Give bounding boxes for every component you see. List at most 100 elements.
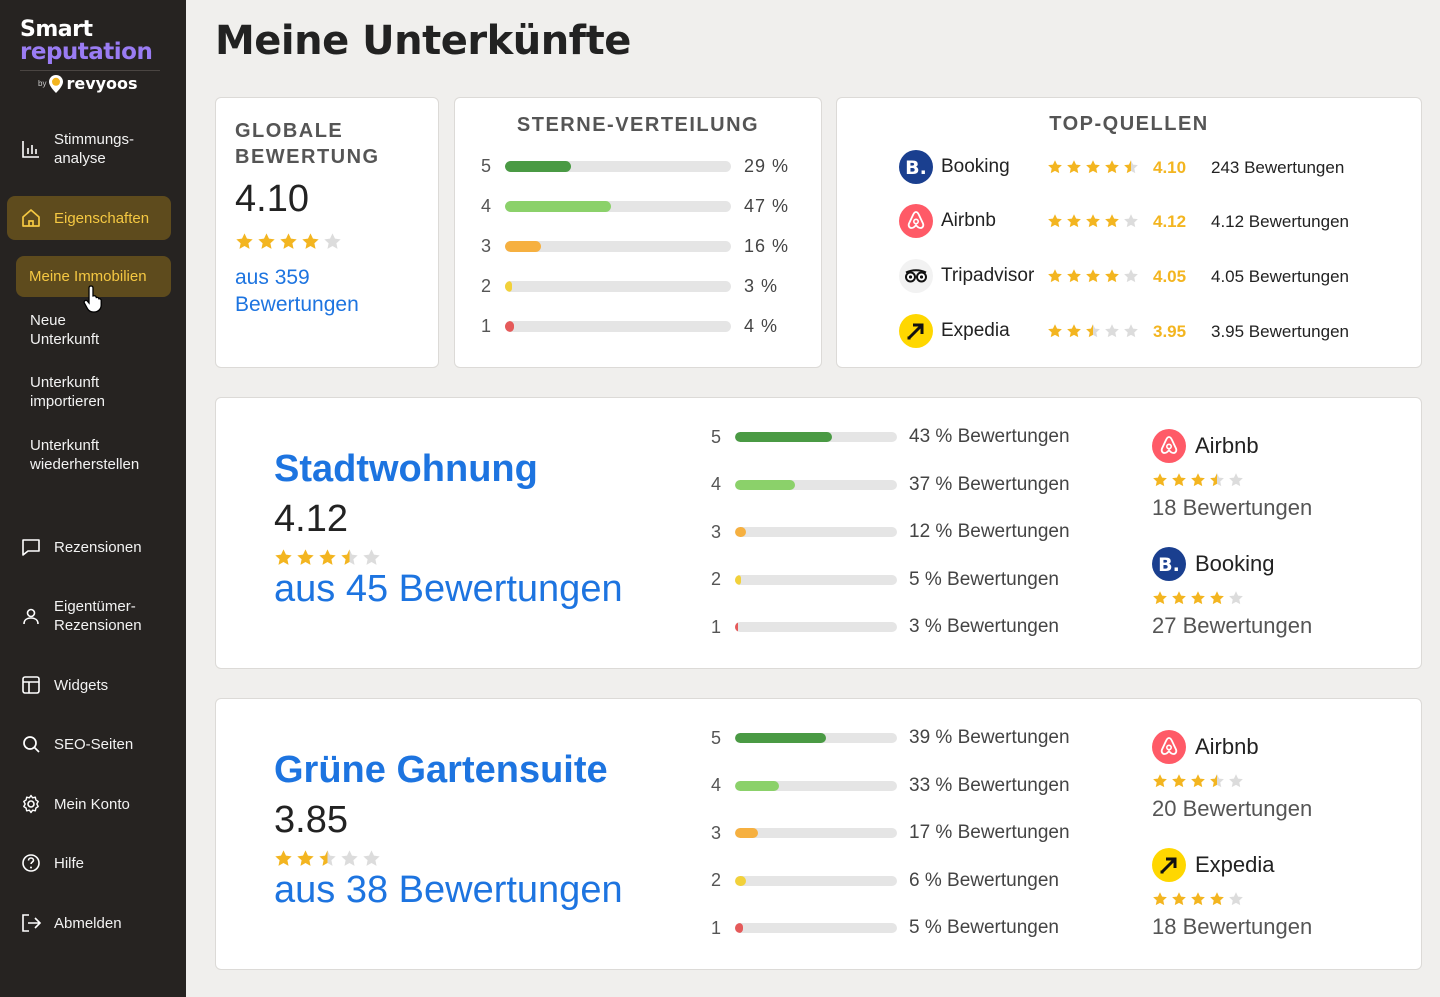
property-name[interactable]: Stadtwohnung [274,448,538,490]
star-filled-icon [274,849,293,868]
property-stars [274,849,381,868]
distribution-bar-fill [735,875,747,886]
layout-icon [22,676,40,694]
property-rating-value: 4.12 [274,498,348,540]
property-card[interactable]: Stadtwohnung 4.12 aus 45 Bewertungen 5 43… [215,397,1422,669]
source-name: Booking [941,156,1010,177]
star-filled-icon [1047,213,1063,229]
source-stars [1047,213,1139,229]
star-filled-icon [1104,268,1120,284]
nav-logout[interactable]: Abmelden [20,912,122,934]
tripadvisor-logo [899,259,933,293]
nav-widgets[interactable]: Widgets [20,674,108,696]
property-distribution-row: 2 6 % Bewertungen [711,870,1059,892]
property-review-count[interactable]: aus 45 Bewertungen [274,568,623,610]
source-row[interactable]: B. Booking 4.10 243 Bewertungen [899,150,1419,184]
brand-divider [20,70,160,71]
airbnb-logo [1152,730,1186,764]
svg-text:B.: B. [905,157,927,179]
star-filled-icon [1152,590,1168,606]
property-distribution-row: 5 43 % Bewertungen [711,426,1070,448]
source-rating: 3.95 [1153,322,1187,341]
source-rating: 4.10 [1153,158,1187,177]
distribution-row: 3 16 % [481,236,789,257]
property-distribution-row: 5 39 % Bewertungen [711,727,1070,749]
distribution-bar [735,828,897,838]
distribution-bar [735,923,897,933]
distribution-bar [735,780,897,791]
nav-restore-property[interactable]: Unterkunft wiederherstellen [30,437,140,473]
property-distribution-row: 3 12 % Bewertungen [711,521,1070,543]
star-empty-icon [1123,323,1139,339]
nav-import-property[interactable]: Unterkunft importieren [30,374,106,410]
distribution-bar [505,161,731,172]
property-review-count[interactable]: aus 38 Bewertungen [274,869,623,911]
distribution-percent: 47 % [744,196,790,216]
distribution-bar [735,733,897,743]
nav-owner-reviews[interactable]: Eigentümer- Rezensionen [20,597,142,635]
star-half-icon [1085,323,1101,339]
distribution-star-label: 3 [711,822,722,843]
star-filled-icon [1190,590,1206,606]
star-filled-icon [1047,159,1063,175]
star-filled-icon [1104,213,1120,229]
distribution-row: 5 29 % [481,156,789,177]
distribution-star-label: 2 [711,569,722,589]
star-filled-icon [235,232,254,251]
star-filled-icon [1190,773,1206,789]
source-row[interactable]: Airbnb 4.12 4.12 Bewertungen [899,204,1419,238]
distribution-star-label: 2 [711,870,722,890]
distribution-bar [735,479,897,490]
distribution-bar-fill [735,622,739,632]
distribution-star-label: 1 [481,316,492,336]
page-title: Meine Unterkünfte [215,18,631,64]
nav-account[interactable]: Mein Konto [20,793,130,815]
property-distribution-row: 1 3 % Bewertungen [711,616,1059,638]
property-card[interactable]: Grüne Gartensuite 3.85 aus 38 Bewertunge… [215,698,1422,970]
source-review-count: 20 Bewertungen [1152,796,1313,821]
star-filled-icon [1047,323,1063,339]
star-filled-icon [1047,268,1063,284]
sidebar: Smart reputation by revyoos Stimmungs- a… [0,0,186,997]
distribution-star-label: 2 [481,276,492,296]
brand-logo[interactable]: Smart reputation [20,18,153,65]
help-icon [22,854,40,872]
nav-owner-reviews-label: Eigentümer- Rezensionen [54,598,142,634]
source-rating: 4.05 [1153,267,1187,286]
distribution-bar-fill [735,432,833,442]
distribution-row: 1 4 % [481,316,778,337]
star-filled-icon [1190,891,1206,907]
brand-line2: reputation [20,39,153,65]
distribution-bar-fill [735,828,758,838]
nav-new-property[interactable]: Neue Unterkunft [30,312,100,348]
nav-my-properties[interactable]: Meine Immobilien [16,256,171,297]
property-name[interactable]: Grüne Gartensuite [274,749,608,791]
source-review-count: 4.12 Bewertungen [1211,212,1349,231]
nav-properties[interactable]: Eigenschaften [7,196,171,240]
star-filled-icon [279,232,298,251]
star-empty-icon [362,548,381,567]
source-row[interactable]: Expedia 3.95 3.95 Bewertungen [899,314,1419,348]
distribution-percent: 37 % Bewertungen [909,473,1070,495]
nav-sentiment[interactable]: Stimmungs- analyse [20,130,134,168]
distribution-bar [735,574,897,585]
booking-logo: B. [899,150,933,184]
global-rating-count[interactable]: aus 359 Bewertungen [235,266,359,316]
source-name: Airbnb [941,210,996,231]
distribution-percent: 17 % Bewertungen [909,822,1070,843]
distribution-star-label: 3 [711,521,722,542]
star-filled-icon [1209,590,1225,606]
source-stars [1047,268,1139,284]
nav-help[interactable]: Hilfe [20,852,84,874]
nav-logout-label: Abmelden [54,914,122,932]
source-rating: 4.12 [1153,212,1187,231]
partner-name: revyoos [66,74,138,93]
distribution-percent: 6 % Bewertungen [909,869,1059,891]
gear-icon [23,794,39,814]
nav-account-label: Mein Konto [54,795,130,813]
nav-seo[interactable]: SEO-Seiten [20,733,133,755]
expedia-logo [899,314,933,348]
nav-reviews[interactable]: Rezensionen [20,536,142,558]
distribution-star-label: 4 [711,474,722,494]
source-row[interactable]: Tripadvisor 4.05 4.05 Bewertungen [899,259,1419,293]
